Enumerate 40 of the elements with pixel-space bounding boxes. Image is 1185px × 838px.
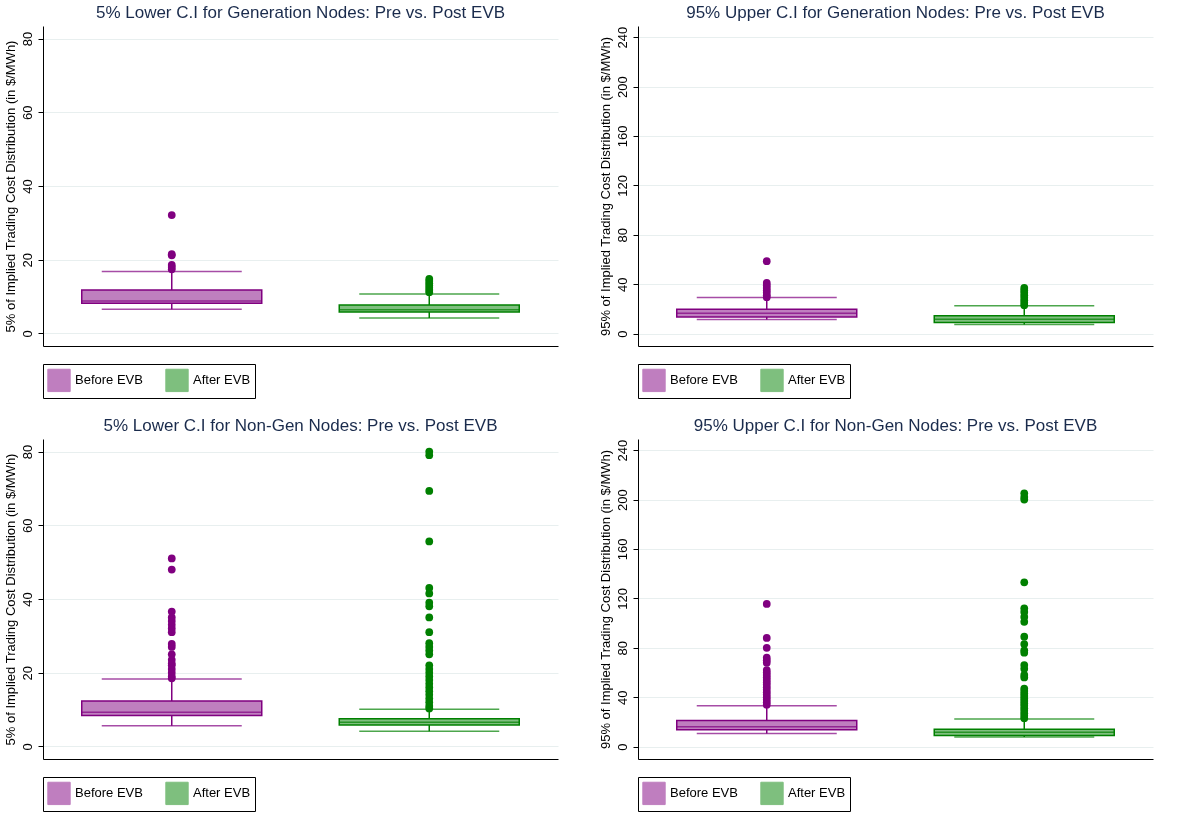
y-axis-title: 95% of Implied Trading Cost Distribution (in $/MWh): [597, 36, 613, 337]
y-axis-title: 5% of Implied Trading Cost Distribution (in $/MWh): [2, 453, 18, 746]
y-tick-label: 0: [19, 330, 35, 338]
legend-label: After EVB: [788, 372, 846, 388]
y-tick-label: 20: [19, 666, 35, 681]
y-tick-label: 120: [614, 588, 630, 610]
legend-label: Before EVB: [670, 372, 738, 388]
y-axis-title: 95% of Implied Trading Cost Distribution (in $/MWh): [597, 449, 613, 750]
y-tick-label: 40: [614, 690, 630, 705]
y-tick-label: 20: [19, 253, 35, 268]
chart-title: 95% Upper C.I for Non-Gen Nodes: Pre vs. Post EVB: [693, 416, 1098, 435]
y-tick-label: 60: [19, 105, 35, 120]
y-tick-label: 80: [19, 444, 35, 460]
y-tick-label: 60: [19, 518, 35, 533]
y-tick-label: 200: [614, 76, 630, 98]
y-tick-label: 160: [614, 125, 630, 148]
y-axis-title: 5% of Implied Trading Cost Distribution (in $/MWh): [2, 40, 18, 333]
y-tick-label: 80: [19, 31, 35, 47]
y-tick-label: 240: [614, 439, 630, 462]
legend-label: After EVB: [193, 785, 251, 801]
y-tick-label: 0: [614, 330, 630, 338]
legend-label: Before EVB: [75, 372, 143, 388]
y-tick-label: 80: [614, 641, 630, 656]
y-tick-label: 0: [19, 743, 35, 751]
legend-label: After EVB: [788, 785, 846, 801]
y-tick-label: 200: [614, 489, 630, 511]
y-tick-label: 240: [614, 26, 630, 49]
y-tick-label: 160: [614, 538, 630, 561]
chart-title: 5% Lower C.I for Non-Gen Nodes: Pre vs. Post EVB: [103, 416, 498, 435]
y-tick-label: 40: [614, 277, 630, 292]
chart-title: 5% Lower C.I for Generation Nodes: Pre vs. Post EVB: [95, 3, 506, 22]
y-tick-label: 0: [614, 743, 630, 751]
y-tick-label: 40: [19, 179, 35, 194]
y-tick-label: 80: [614, 228, 630, 243]
legend-label: Before EVB: [670, 785, 738, 801]
legend-label: Before EVB: [75, 785, 143, 801]
y-tick-label: 120: [614, 175, 630, 197]
chart-title: 95% Upper C.I for Generation Nodes: Pre vs. Post EVB: [686, 3, 1105, 22]
legend-label: After EVB: [193, 372, 251, 388]
y-tick-label: 40: [19, 592, 35, 607]
